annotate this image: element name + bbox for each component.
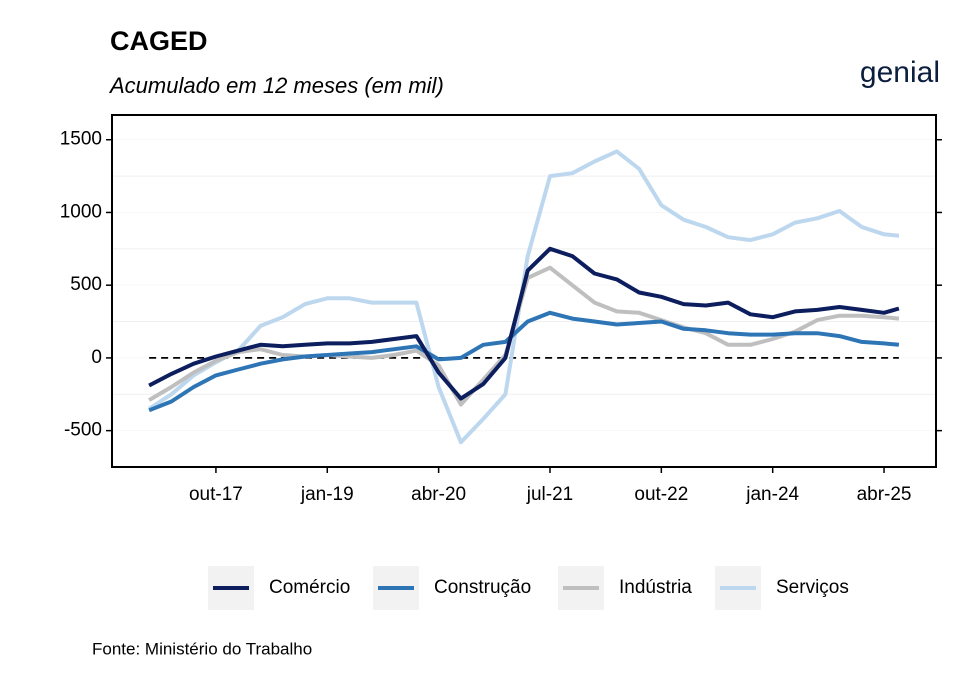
x-tick-label: abr-25 (857, 484, 912, 505)
legend-label: Indústria (619, 577, 692, 598)
x-tick-label: out-17 (189, 484, 243, 505)
x-tick-label: jul-21 (526, 484, 573, 505)
x-tick-label: jan-24 (745, 484, 799, 505)
legend-label: Comércio (269, 577, 350, 598)
y-tick-label: 0 (91, 347, 102, 368)
plot-border (111, 114, 937, 468)
legend-label: Construção (434, 577, 531, 598)
series-line (148, 149, 900, 445)
source: Fonte: Ministério do Trabalho (92, 639, 312, 658)
legend-label: Serviços (776, 577, 849, 598)
y-tick-label: 1500 (60, 129, 102, 150)
x-tick-label: abr-20 (411, 484, 466, 505)
x-tick-label: out-22 (634, 484, 688, 505)
x-tick-label: jan-19 (300, 484, 354, 505)
y-tick-label: 500 (70, 274, 102, 295)
series-line (148, 310, 900, 413)
y-tick-label: 1000 (60, 201, 102, 222)
logo: genial (860, 56, 940, 89)
chart-title: CAGED (110, 26, 208, 56)
chart-subtitle: Acumulado em 12 meses (em mil) (108, 73, 444, 98)
y-tick-label: -500 (64, 420, 102, 441)
series-line (148, 246, 900, 401)
